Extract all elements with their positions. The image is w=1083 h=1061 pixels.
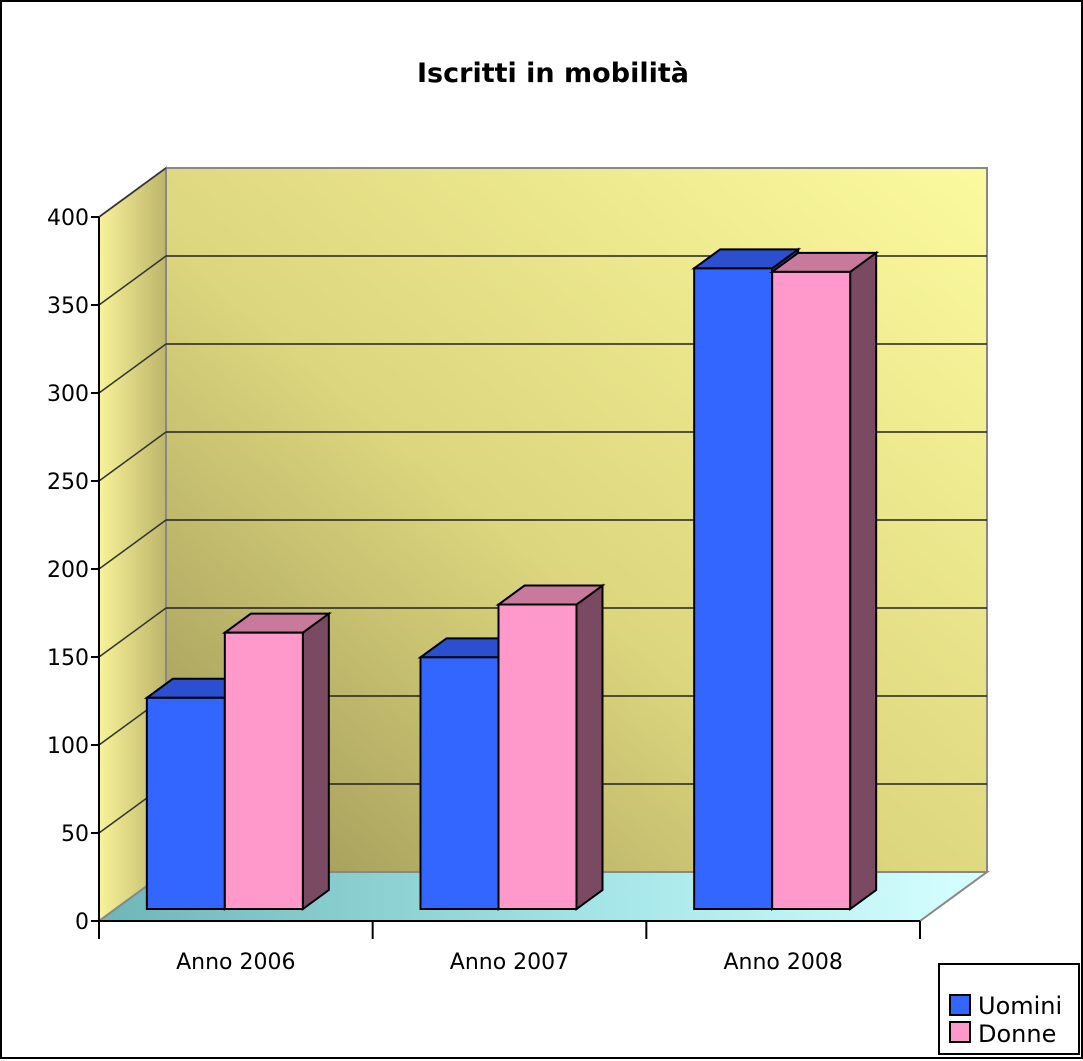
legend: Uomini Donne bbox=[938, 963, 1080, 1055]
y-tick-label: 400 bbox=[47, 206, 89, 231]
y-tick-label: 350 bbox=[47, 294, 89, 319]
legend-swatch-donne bbox=[949, 1021, 971, 1043]
gridline-side bbox=[98, 607, 167, 658]
bar-front-face bbox=[497, 603, 578, 911]
chart-title: Iscritti in mobilità bbox=[417, 58, 689, 89]
y-tick-label: 100 bbox=[47, 734, 89, 759]
gridline-side bbox=[98, 167, 167, 218]
axes bbox=[91, 216, 921, 939]
bar-donne-2 bbox=[495, 583, 606, 911]
y-tick-label: 0 bbox=[75, 910, 89, 935]
bar-front-face bbox=[693, 267, 774, 910]
legend-label-uomini: Uomini bbox=[978, 992, 1062, 1020]
legend-label-donne: Donne bbox=[978, 1020, 1056, 1048]
bar-side-face bbox=[575, 583, 604, 911]
gridline-side bbox=[98, 343, 167, 394]
bar-front-face bbox=[145, 696, 226, 910]
bars bbox=[143, 247, 880, 911]
bar-side-face bbox=[301, 611, 330, 911]
x-tick-label: Anno 2007 bbox=[450, 950, 569, 975]
y-tick-label: 250 bbox=[47, 470, 89, 495]
bar-front-face bbox=[223, 631, 304, 910]
gridline-side bbox=[98, 255, 167, 306]
x-tick-label: Anno 2006 bbox=[176, 950, 295, 975]
x-tick-label: Anno 2008 bbox=[723, 950, 842, 975]
bar-donne-3 bbox=[769, 250, 880, 911]
y-tick-label: 50 bbox=[61, 822, 89, 847]
bar-side-face bbox=[849, 250, 878, 911]
legend-swatch-uomini bbox=[949, 994, 971, 1016]
y-tick-label: 150 bbox=[47, 646, 89, 671]
gridline-side bbox=[98, 431, 167, 482]
bar-donne-1 bbox=[221, 611, 332, 911]
gridline-side bbox=[98, 519, 167, 570]
bar-front-face bbox=[419, 656, 500, 910]
y-tick-label: 200 bbox=[47, 558, 89, 583]
bar-front-face bbox=[771, 270, 852, 910]
y-tick-label: 300 bbox=[47, 382, 89, 407]
axis-labels: 0 50 100 150 200 250 300 350 400 Anno 2006 Anno 20… bbox=[47, 206, 843, 975]
